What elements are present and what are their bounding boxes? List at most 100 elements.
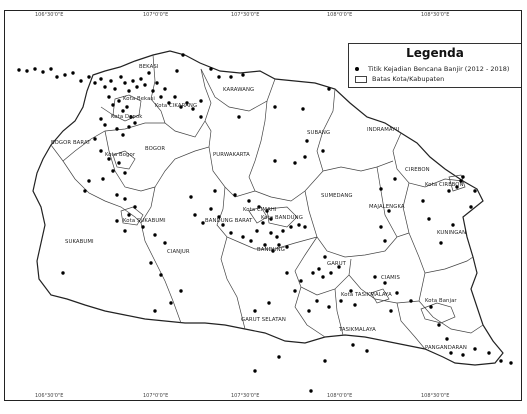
region-label: KUNINGAN [437,230,467,236]
flood-point [111,169,115,173]
flood-point [451,223,455,227]
flood-point [121,109,125,113]
region-label: CIAMIS [381,275,400,281]
flood-point [185,101,189,105]
flood-point [101,177,105,181]
region-label: CIREBON [405,167,430,173]
flood-point [383,239,387,243]
flood-point [181,53,185,57]
tick-left-3: 7°0'0"S [5,223,6,242]
region-label: Kota Bogor [105,152,136,158]
flood-point [263,243,267,247]
flood-point [179,105,183,109]
flood-point [329,271,333,275]
flood-point [255,229,259,233]
tick-bottom-3: 107°30'0"E [231,393,260,399]
flood-point [449,351,453,355]
region-label: SUMEDANG [321,193,353,199]
flood-point [163,241,167,245]
flood-point [115,219,119,223]
flood-point [169,301,173,305]
flood-point [107,95,111,99]
flood-point [111,103,115,107]
flood-point [93,81,97,85]
flood-point [179,289,183,293]
legend-item-points: Titik Kejadian Bencana Banjir (2012 - 20… [355,65,509,73]
flood-point [209,207,213,211]
flood-point [253,309,257,313]
flood-point [83,189,87,193]
tick-top-4: 108°0'0"E [327,12,353,18]
flood-point [321,275,325,279]
flood-point [509,361,513,365]
flood-point [241,73,245,77]
tick-bottom-4: 108°0'0"E [327,393,353,399]
flood-point [473,189,477,193]
flood-point [55,75,59,79]
flood-point [233,193,237,197]
flood-point [445,337,449,341]
flood-point [499,359,503,363]
flood-point [123,171,127,175]
region-label: CIANJUR [167,249,190,255]
flood-point [315,299,319,303]
flood-point [285,271,289,275]
region-label: Kota Bekasi [123,96,155,102]
flood-point [99,117,103,121]
tick-bottom-5: 108°30'0"E [421,393,450,399]
flood-point [277,243,281,247]
flood-point [285,245,289,249]
region-label: MAJALENGKA [369,204,405,210]
flood-point [303,225,307,229]
flood-point [273,105,277,109]
flood-point [275,235,279,239]
flood-point [379,225,383,229]
flood-point [299,279,303,283]
flood-point [103,123,107,127]
flood-point [349,289,353,293]
tick-top-1: 106°30'0"E [35,12,64,18]
tick-top-2: 107°0'0"E [143,12,169,18]
flood-point [269,231,273,235]
flood-point [389,309,393,313]
flood-point [253,369,257,373]
flood-point [141,225,145,229]
flood-point [395,291,399,295]
flood-point [281,229,285,233]
flood-point [127,89,131,93]
flood-point [213,189,217,193]
flood-point [301,107,305,111]
legend-item-boundary: Batas Kota/Kabupaten [355,75,444,83]
flood-point [277,355,281,359]
boundary-box-icon [355,75,367,83]
flood-point [309,389,313,393]
flood-point [135,85,139,89]
region-label: Kota Banjar [425,298,457,304]
flood-point [393,177,397,181]
region-label: BANDUNG [257,247,285,253]
flood-point [117,161,121,165]
flood-point [217,75,221,79]
region-label: Kota SUKABUMI [123,218,166,224]
flood-point [99,149,103,153]
flood-point [323,255,327,259]
tick-left-2: 6°30'0"S [4,128,8,152]
flood-point [461,175,465,179]
flood-point [229,231,233,235]
flood-point [461,353,465,357]
map-canvas [17,50,513,393]
flood-point [63,73,67,77]
flood-point [129,115,133,119]
flood-point [107,157,111,161]
flood-point [71,71,75,75]
flood-point [383,281,387,285]
point-marker-icon [355,67,359,71]
flood-point [139,77,143,81]
flood-point [237,115,241,119]
flood-point [121,133,125,137]
flood-point [249,239,253,243]
flood-point [437,323,441,327]
flood-point [113,87,117,91]
flood-point [307,309,311,313]
tick-right-2: 6°30'0"S [518,128,522,152]
